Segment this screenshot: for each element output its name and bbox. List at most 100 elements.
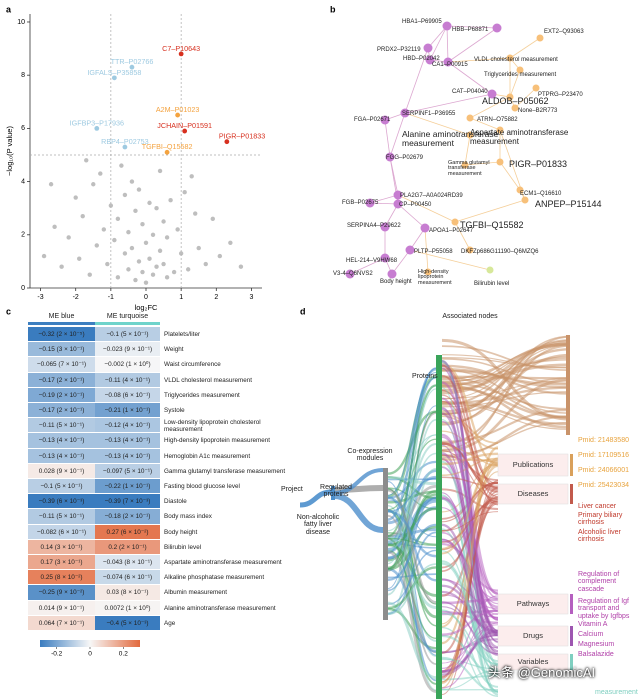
point bbox=[41, 253, 47, 259]
point bbox=[203, 261, 208, 267]
point bbox=[210, 216, 215, 222]
cell-label: −0.08 (6 × 10⁻¹) bbox=[104, 391, 151, 399]
stage-label: Non-alcoholic fatty liver disease bbox=[296, 514, 340, 536]
point bbox=[91, 182, 96, 187]
point bbox=[196, 245, 201, 251]
heat-cell: 0.2 (2 × 10⁻¹) bbox=[95, 539, 160, 555]
cell-label: −0.18 (2 × 10⁻¹) bbox=[104, 513, 151, 521]
cell-label: −0.043 (8 × 10⁻¹) bbox=[102, 559, 153, 567]
point bbox=[161, 261, 166, 267]
network-edge bbox=[499, 161, 521, 191]
item-label: Magnesium bbox=[578, 641, 615, 648]
network-node bbox=[424, 268, 432, 276]
point bbox=[193, 211, 198, 216]
node-label: HBD–P02042 bbox=[403, 56, 440, 63]
cell-label: 0.17 (3 × 10⁻¹) bbox=[40, 559, 83, 567]
heat-cell: −0.082 (6 × 10⁻¹) bbox=[28, 524, 95, 540]
cell-label: −0.023 (9 × 10⁻¹) bbox=[102, 346, 153, 354]
flow bbox=[387, 563, 437, 616]
network-edge bbox=[369, 202, 399, 205]
heat-cell: −0.15 (3 × 10⁻¹) bbox=[28, 342, 95, 358]
item-label: Pmid: 24066001 bbox=[578, 467, 629, 474]
network-edge bbox=[464, 161, 501, 166]
flow bbox=[441, 441, 499, 493]
point bbox=[147, 256, 152, 261]
node-label: ATRN–O75882 bbox=[477, 117, 518, 124]
row-label: Platelets/liter bbox=[164, 331, 201, 338]
y-tick-label: 10 bbox=[17, 19, 25, 26]
panel-label: c bbox=[6, 306, 11, 316]
cell-label: −0.082 (6 × 10⁻¹) bbox=[36, 528, 87, 536]
node-label: DKFZp686G11190–Q6MZQ6 bbox=[461, 249, 539, 256]
network-node bbox=[466, 131, 474, 139]
item-label: Primary biliary cirrhosis bbox=[578, 512, 623, 527]
node-label: PIGR–P01833 bbox=[509, 158, 568, 169]
node-label: FGB–P02675 bbox=[342, 200, 379, 207]
network-node bbox=[532, 84, 540, 92]
flow bbox=[441, 463, 499, 555]
heat-cell: −0.13 (4 × 10⁻¹) bbox=[95, 433, 160, 449]
highlight-point bbox=[94, 125, 100, 131]
node-label: V3-4–Q6NVS2 bbox=[333, 271, 373, 278]
node-label: SERPINA4–P29622 bbox=[347, 223, 401, 230]
point bbox=[154, 205, 159, 211]
heat-cell: 0.014 (9 × 10⁻¹) bbox=[28, 600, 95, 616]
flow bbox=[441, 496, 499, 609]
network-node bbox=[380, 253, 390, 263]
node-label: HBB–P68871 bbox=[452, 27, 489, 34]
item-label: Calcium bbox=[578, 631, 604, 638]
cell-label: −0.11 (5 × 10⁻¹) bbox=[38, 422, 85, 430]
heat-cell: 0.14 (3 × 10⁻¹) bbox=[28, 539, 95, 555]
flow bbox=[441, 626, 499, 697]
colorbar-tick-label: 0 bbox=[88, 651, 92, 658]
network-edge bbox=[384, 119, 391, 158]
heat-cell: 0.028 (9 × 10⁻¹) bbox=[28, 463, 95, 479]
cell-label: −0.1 (5 × 10⁻¹) bbox=[40, 483, 83, 491]
network-node bbox=[496, 126, 504, 134]
point bbox=[48, 182, 54, 187]
network-edge bbox=[447, 61, 493, 95]
point bbox=[108, 203, 114, 208]
point bbox=[154, 264, 159, 269]
flow bbox=[387, 488, 437, 604]
row-label: Triglycerides measurement bbox=[164, 391, 240, 399]
flow bbox=[333, 468, 384, 495]
x-tick-label: 1 bbox=[179, 294, 183, 301]
point bbox=[133, 208, 138, 214]
heat-cell: −0.4 (5 × 10⁻³) bbox=[95, 615, 160, 631]
network-node bbox=[380, 222, 390, 232]
cell-label: −0.39 (6 × 10⁻³) bbox=[38, 498, 85, 506]
network-edge bbox=[469, 96, 511, 119]
cell-label: 0.2 (2 × 10⁻¹) bbox=[108, 543, 147, 551]
heat-cell: 0.27 (6 × 10⁻²) bbox=[95, 524, 160, 540]
point-label: PIGR–P01833 bbox=[219, 132, 265, 141]
network-edge bbox=[509, 69, 521, 98]
flow bbox=[441, 458, 499, 462]
heat-cell: 0.17 (3 × 10⁻¹) bbox=[28, 555, 95, 571]
heat-cell: −0.023 (9 × 10⁻¹) bbox=[95, 342, 160, 358]
heat-cell: −0.32 (2 × 10⁻⁵) bbox=[28, 327, 95, 343]
point bbox=[143, 240, 149, 245]
item-label: Regulation of complement cascade bbox=[578, 571, 620, 593]
network-node bbox=[521, 196, 529, 204]
network-node bbox=[420, 223, 430, 233]
x-tick-label: 2 bbox=[214, 294, 218, 301]
point bbox=[157, 168, 163, 174]
group-label: Pathways bbox=[517, 599, 550, 608]
flow bbox=[387, 531, 437, 615]
stage-label: Project bbox=[281, 486, 303, 493]
point bbox=[126, 229, 131, 235]
item-label: Regulation of Igf transport and uptake b… bbox=[578, 598, 630, 620]
point bbox=[147, 200, 152, 206]
point bbox=[157, 248, 163, 253]
flow bbox=[441, 369, 571, 414]
heat-cell: −0.18 (2 × 10⁻¹) bbox=[95, 509, 160, 525]
flow bbox=[441, 376, 571, 418]
network-node bbox=[393, 190, 403, 200]
highlight-point bbox=[122, 144, 128, 150]
point bbox=[185, 267, 191, 272]
network-node bbox=[385, 152, 395, 162]
cell-label: −0.11 (4 × 10⁻¹) bbox=[104, 376, 151, 384]
cell-label: −0.11 (5 × 10⁻¹) bbox=[38, 513, 85, 521]
node-label: High-density lipoprotein measurement bbox=[418, 268, 452, 287]
